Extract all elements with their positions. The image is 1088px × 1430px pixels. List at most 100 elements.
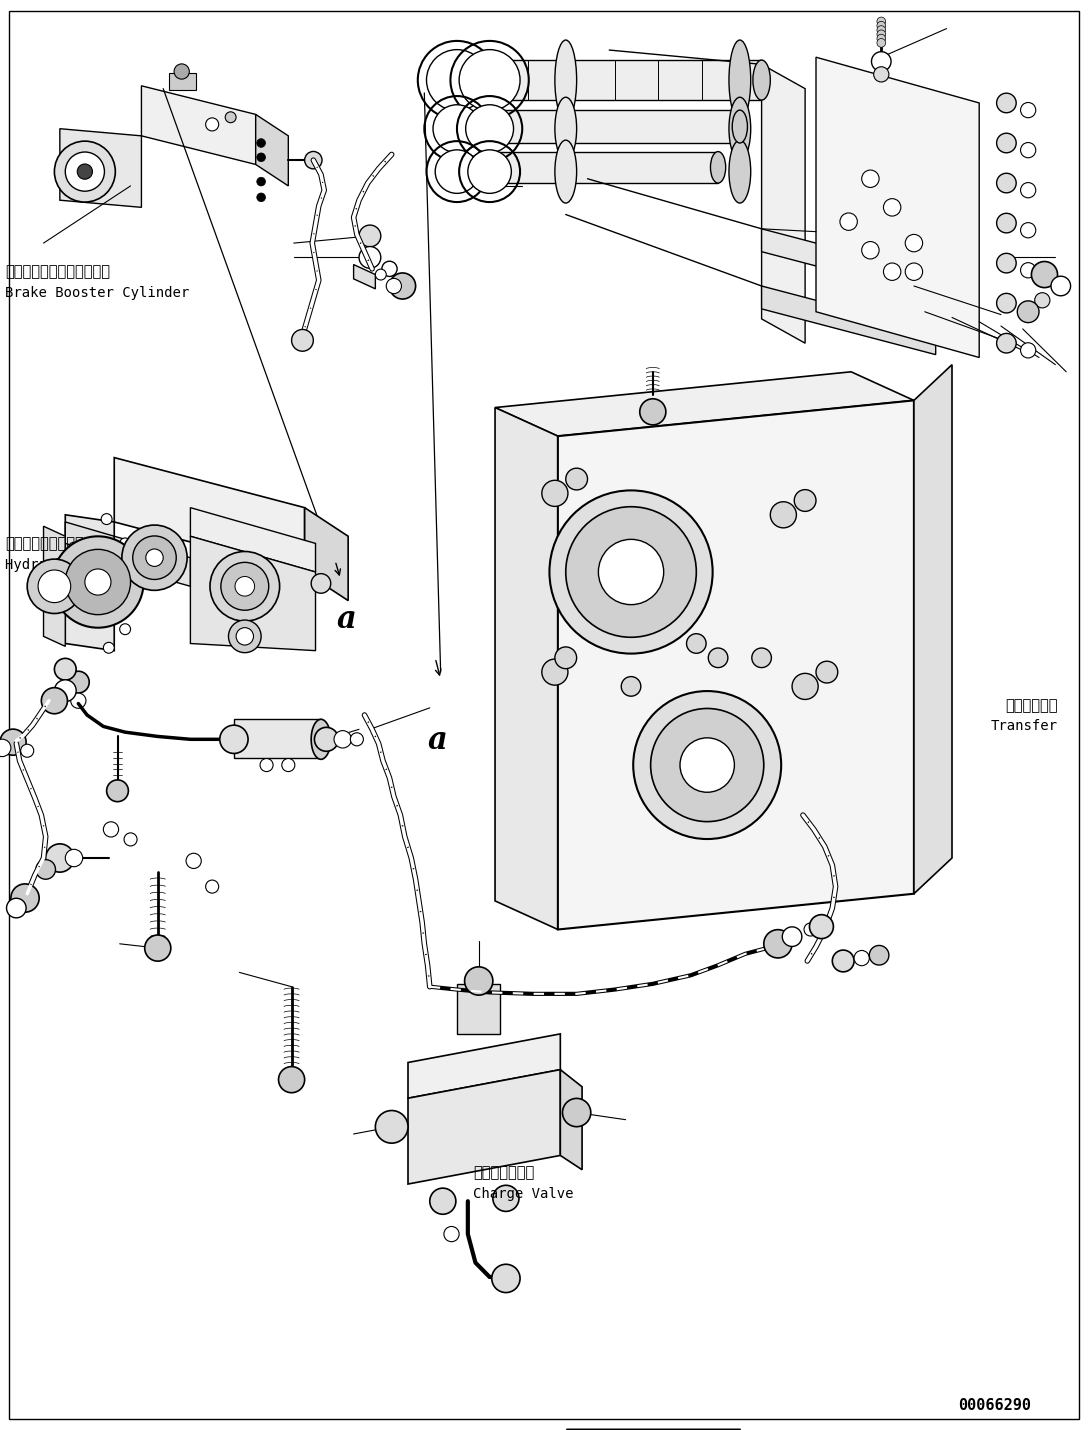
Text: a: a [336, 603, 356, 635]
Text: ハイドロリックポンプ: ハイドロリックポンプ [5, 536, 92, 551]
Polygon shape [495, 60, 762, 100]
Circle shape [120, 623, 131, 635]
Circle shape [680, 738, 734, 792]
Circle shape [466, 104, 514, 153]
Polygon shape [60, 129, 141, 207]
Circle shape [292, 329, 313, 352]
Circle shape [794, 489, 816, 512]
Circle shape [874, 67, 889, 82]
Ellipse shape [486, 60, 504, 100]
Polygon shape [816, 57, 979, 358]
Ellipse shape [729, 140, 751, 203]
Circle shape [1021, 303, 1036, 317]
Text: Hydraulic Pump: Hydraulic Pump [5, 558, 123, 572]
Circle shape [359, 225, 381, 247]
Circle shape [770, 502, 796, 528]
Circle shape [382, 262, 397, 276]
Circle shape [1021, 183, 1036, 197]
Circle shape [1017, 300, 1039, 323]
Circle shape [257, 153, 265, 162]
Circle shape [36, 859, 55, 879]
Circle shape [54, 679, 76, 702]
Circle shape [997, 173, 1016, 193]
Circle shape [101, 513, 112, 525]
Circle shape [426, 50, 487, 110]
Circle shape [905, 263, 923, 280]
Circle shape [41, 688, 67, 714]
Polygon shape [495, 372, 914, 436]
Circle shape [260, 758, 273, 772]
Circle shape [282, 758, 295, 772]
Circle shape [1021, 263, 1036, 277]
Circle shape [210, 552, 280, 621]
Circle shape [633, 691, 781, 839]
Circle shape [997, 133, 1016, 153]
Circle shape [186, 854, 201, 868]
Circle shape [816, 661, 838, 684]
Polygon shape [558, 400, 914, 930]
Polygon shape [495, 110, 740, 143]
Circle shape [52, 536, 144, 628]
Circle shape [350, 732, 363, 746]
Circle shape [228, 621, 261, 652]
Circle shape [465, 967, 493, 995]
Circle shape [390, 273, 416, 299]
Circle shape [435, 150, 479, 193]
Circle shape [433, 104, 481, 153]
Polygon shape [762, 229, 936, 297]
Circle shape [877, 21, 886, 30]
Circle shape [334, 731, 351, 748]
Circle shape [71, 694, 86, 708]
Circle shape [77, 164, 92, 179]
Circle shape [877, 30, 886, 39]
Circle shape [869, 945, 889, 965]
Circle shape [1051, 276, 1071, 296]
Circle shape [146, 549, 163, 566]
Circle shape [206, 117, 219, 132]
Circle shape [871, 51, 891, 72]
Circle shape [257, 139, 265, 147]
Polygon shape [408, 1034, 560, 1098]
Text: Brake Booster Cylinder: Brake Booster Cylinder [5, 286, 189, 300]
Circle shape [46, 844, 74, 872]
Ellipse shape [729, 97, 751, 160]
Ellipse shape [487, 152, 503, 183]
Circle shape [997, 253, 1016, 273]
Circle shape [854, 951, 869, 965]
Circle shape [133, 536, 176, 579]
Circle shape [804, 922, 817, 937]
Polygon shape [354, 265, 375, 289]
Text: Charge Valve: Charge Valve [473, 1187, 573, 1201]
Circle shape [555, 646, 577, 669]
Circle shape [124, 832, 137, 847]
Circle shape [375, 1111, 408, 1143]
Circle shape [375, 269, 386, 280]
Ellipse shape [555, 97, 577, 160]
Circle shape [54, 142, 115, 202]
Circle shape [386, 279, 401, 293]
Circle shape [69, 542, 79, 553]
Ellipse shape [487, 110, 503, 143]
Circle shape [862, 170, 879, 187]
Polygon shape [762, 64, 805, 343]
Polygon shape [495, 152, 718, 183]
Text: a: a [428, 725, 447, 756]
Circle shape [877, 26, 886, 34]
Polygon shape [762, 286, 936, 355]
Polygon shape [408, 1070, 560, 1184]
Circle shape [38, 571, 71, 602]
Circle shape [145, 935, 171, 961]
Polygon shape [256, 114, 288, 186]
Circle shape [997, 293, 1016, 313]
Polygon shape [495, 408, 558, 930]
Circle shape [459, 50, 520, 110]
Circle shape [71, 609, 82, 621]
Circle shape [1021, 143, 1036, 157]
Text: 00066290: 00066290 [959, 1399, 1031, 1413]
Ellipse shape [311, 719, 331, 759]
Circle shape [1035, 293, 1050, 307]
Circle shape [85, 569, 111, 595]
Circle shape [444, 1227, 459, 1241]
Circle shape [0, 729, 26, 755]
Polygon shape [65, 515, 114, 651]
